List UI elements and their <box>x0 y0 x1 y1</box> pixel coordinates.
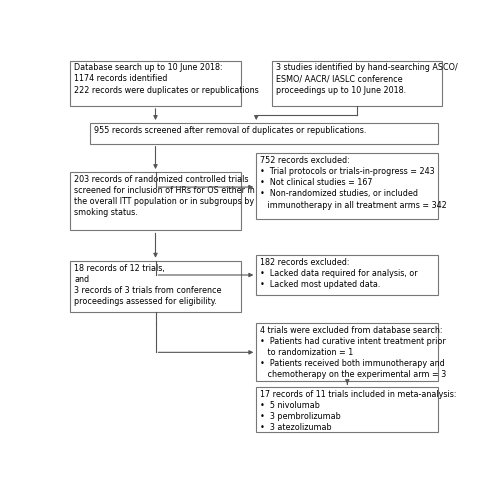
Text: Database search up to 10 June 2018:
1174 records identified
222 records were dup: Database search up to 10 June 2018: 1174… <box>74 63 259 95</box>
Text: 752 records excluded:
•  Trial protocols or trials-in-progress = 243
•  Not clin: 752 records excluded: • Trial protocols … <box>260 156 447 210</box>
Text: 4 trials were excluded from database search:
•  Patients had curative intent tre: 4 trials were excluded from database sea… <box>260 326 446 379</box>
Bar <box>256 153 438 219</box>
Text: 17 records of 11 trials included in meta-analysis:
•  5 nivolumab
•  3 pembroliz: 17 records of 11 trials included in meta… <box>260 390 456 432</box>
Bar <box>70 261 241 312</box>
Text: 3 studies identified by hand-searching ASCO/
ESMO/ AACR/ IASLC conference
procee: 3 studies identified by hand-searching A… <box>276 63 458 95</box>
Bar <box>70 172 241 230</box>
Text: 182 records excluded:
•  Lacked data required for analysis, or
•  Lacked most up: 182 records excluded: • Lacked data requ… <box>260 258 418 289</box>
Bar <box>70 61 241 106</box>
Text: 203 records of randomized controlled trials
screened for inclusion of HRs for OS: 203 records of randomized controlled tri… <box>74 175 255 217</box>
Bar <box>272 61 442 106</box>
Bar <box>90 123 438 144</box>
Bar <box>256 323 438 381</box>
Bar <box>256 387 438 432</box>
Text: 955 records screened after removal of duplicates or republications.: 955 records screened after removal of du… <box>94 126 366 135</box>
Text: 18 records of 12 trials,
and
3 records of 3 trials from conference
proceedings a: 18 records of 12 trials, and 3 records o… <box>74 264 222 306</box>
Bar <box>256 255 438 294</box>
